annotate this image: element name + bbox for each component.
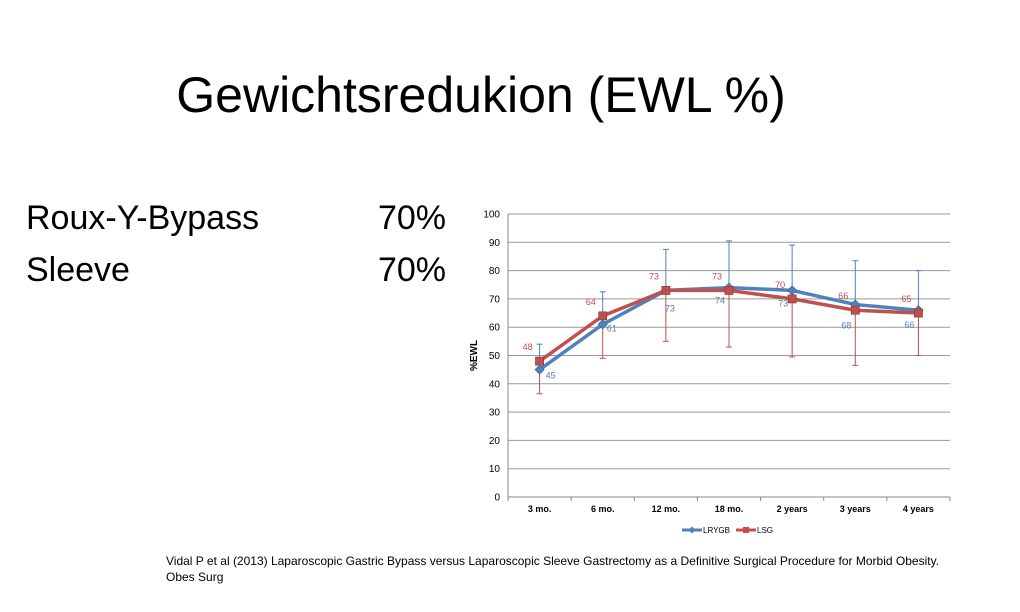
y-tick-label: 10 xyxy=(489,464,501,475)
data-label-lsg: 64 xyxy=(586,297,596,307)
data-label-lsg: 65 xyxy=(901,294,911,304)
stat-value: 70% xyxy=(377,251,446,289)
point-lsg xyxy=(850,305,860,315)
x-tick-label: 3 mo. xyxy=(528,504,552,514)
y-tick-label: 60 xyxy=(489,323,501,334)
data-label-lrygb: 74 xyxy=(715,296,725,306)
y-tick-label: 0 xyxy=(494,493,500,504)
point-lrygb xyxy=(787,285,798,296)
data-label-lsg: 73 xyxy=(649,271,659,281)
point-lsg xyxy=(535,356,544,366)
legend-marker-lsg xyxy=(743,527,749,533)
y-tick-label: 50 xyxy=(489,351,501,362)
y-tick-label: 70 xyxy=(489,294,501,305)
point-lsg xyxy=(661,286,671,295)
y-tick-label: 90 xyxy=(489,238,501,249)
x-tick-label: 2 years xyxy=(777,504,808,514)
data-label-lrygb: 45 xyxy=(546,371,556,381)
point-lsg xyxy=(724,286,734,295)
point-lsg xyxy=(914,308,923,318)
data-label-lrygb: 61 xyxy=(607,323,617,333)
point-lsg xyxy=(787,294,797,304)
legend-marker-lrygb xyxy=(688,526,696,534)
y-tick-label: 100 xyxy=(483,210,500,221)
data-label-lrygb: 68 xyxy=(841,321,851,331)
ewl-line-chart: 0 10 20 30 40 50 60 70 80 90 100 3 mo. 6 mo. 12 mo. 18… xyxy=(469,210,951,535)
legend-label-lrygb: LRYGB xyxy=(703,526,730,535)
stat-value: 70% xyxy=(377,199,446,237)
y-tick-label: 30 xyxy=(489,408,501,419)
data-label-lsg: 48 xyxy=(523,342,533,352)
data-label-lrygb: 66 xyxy=(904,320,914,330)
point-lsg xyxy=(598,311,608,321)
ewl-chart: 0 10 20 30 40 50 60 70 80 90 100 3 mo. 6 mo. 12 mo. 18… xyxy=(460,200,980,545)
legend-label-lsg: LSG xyxy=(757,526,773,535)
y-tick-label: 20 xyxy=(489,436,501,447)
y-tick-label: 40 xyxy=(489,379,501,390)
x-tick-label: 12 mo. xyxy=(652,504,681,514)
y-tick-label: 80 xyxy=(489,266,501,277)
x-tick-label: 6 mo. xyxy=(591,504,615,514)
data-label-lsg: 66 xyxy=(838,291,848,301)
y-axis-label: %EWL xyxy=(469,340,480,371)
data-label-lrygb: 73 xyxy=(778,298,788,308)
point-lrygb xyxy=(597,319,608,330)
stat-label: Roux-Y-Bypass xyxy=(26,199,260,237)
slide-title: Gewichtsredukion (EWL %) xyxy=(176,67,786,123)
data-label-lrygb: 73 xyxy=(665,303,675,313)
stat-label: Sleeve xyxy=(26,251,130,289)
x-tick-label: 18 mo. xyxy=(715,504,744,514)
citation: Vidal P et al (2013) Laparoscopic Gastri… xyxy=(166,554,940,584)
x-tick-label: 3 years xyxy=(840,504,871,514)
data-label-lsg: 70 xyxy=(775,280,785,290)
data-label-lsg: 73 xyxy=(712,271,722,281)
x-tick-label: 4 years xyxy=(903,504,934,514)
point-lrygb xyxy=(534,364,545,375)
